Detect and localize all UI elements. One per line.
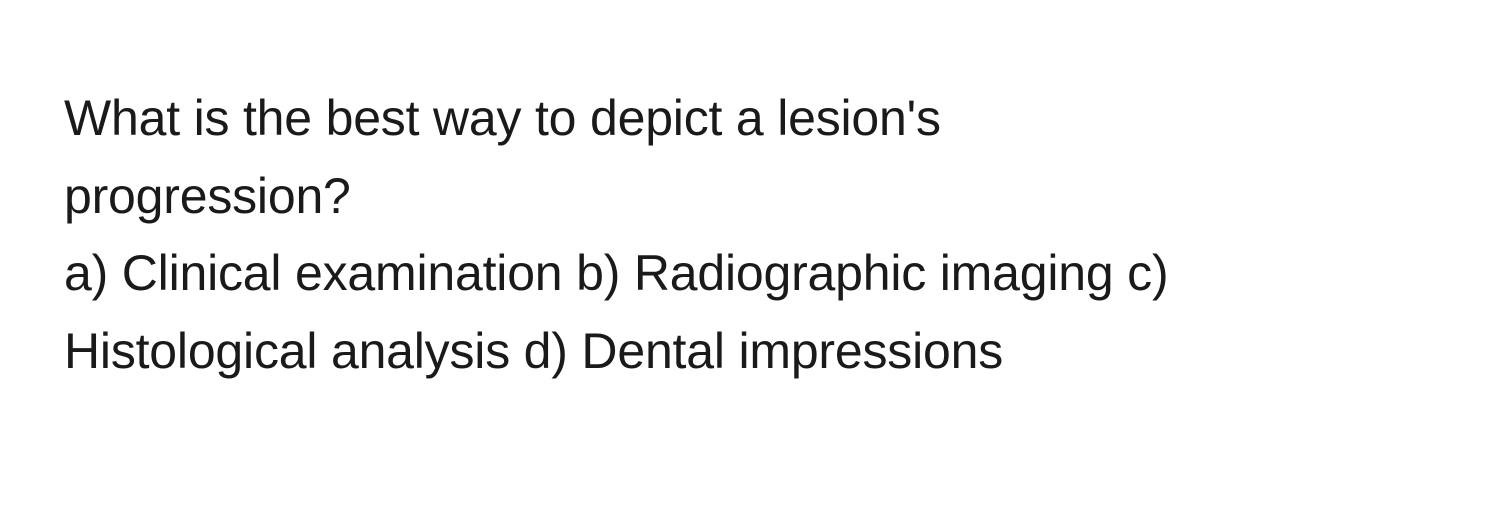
question-prompt-line-2: progression? (64, 158, 1436, 236)
question-block: What is the best way to depict a lesion'… (64, 80, 1436, 390)
question-answers-line-2: Histological analysis d) Dental impressi… (64, 313, 1436, 391)
question-answers-line-1: a) Clinical examination b) Radiographic … (64, 235, 1436, 313)
question-prompt-line-1: What is the best way to depict a lesion'… (64, 80, 1436, 158)
question-document: What is the best way to depict a lesion'… (0, 0, 1500, 390)
